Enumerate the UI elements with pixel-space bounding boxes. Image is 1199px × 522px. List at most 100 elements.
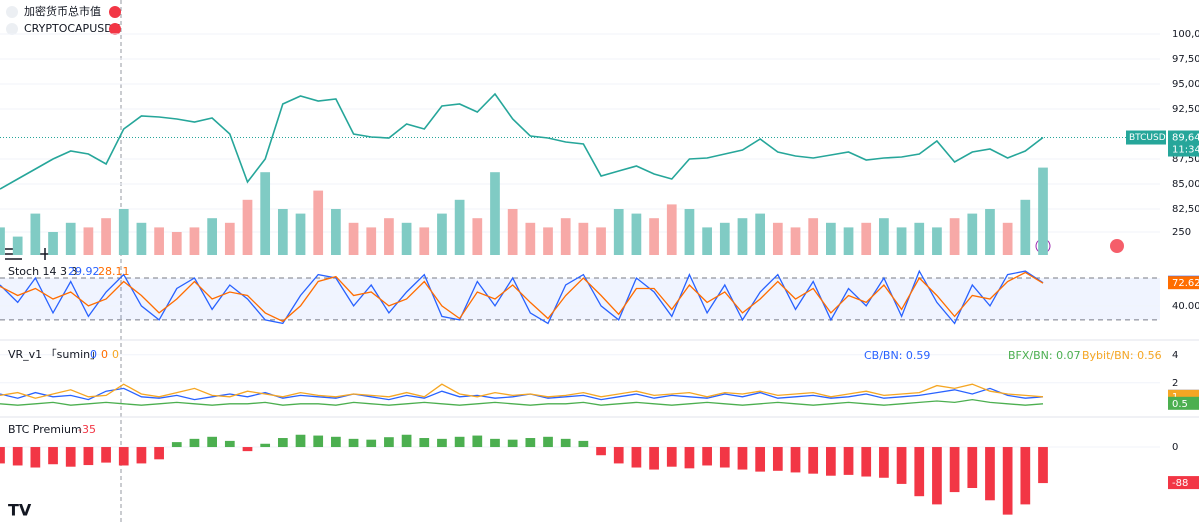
bar: [65, 447, 76, 467]
bar: [384, 437, 394, 448]
last-value-tag: [1168, 396, 1199, 410]
bar: [48, 232, 58, 255]
bar: [525, 438, 536, 448]
bar: [843, 227, 854, 255]
bar: [242, 199, 253, 255]
legend-value: 0: [101, 348, 108, 361]
bar: [949, 218, 960, 255]
bar: [136, 447, 147, 464]
toolbar-icons[interactable]: [5, 248, 50, 260]
bar: [12, 236, 23, 255]
annotation: BFX/BN: 0.07: [1008, 349, 1081, 362]
legend-value: 0: [112, 348, 119, 361]
legend-entry: CRYPTOCAPUSDT: [24, 22, 120, 35]
bar: [932, 447, 942, 505]
bar: [666, 204, 677, 255]
pane-title: VR_v1 「sumin」: [8, 348, 101, 361]
bar: [454, 199, 465, 255]
bar: [967, 213, 978, 255]
bar: [985, 209, 995, 255]
stoch-band: [0, 278, 1160, 320]
bar: [101, 447, 111, 463]
bar: [772, 222, 783, 255]
bar: [879, 447, 889, 478]
bar: [1020, 447, 1031, 505]
bar: [437, 438, 447, 448]
bar: [666, 447, 677, 467]
bar: [171, 232, 182, 255]
legend-value: 0: [90, 348, 97, 361]
bar: [719, 222, 730, 255]
bar: [613, 209, 624, 255]
y-tick-label: 85,000: [1172, 179, 1199, 190]
bar: [472, 435, 483, 448]
bar: [313, 190, 324, 255]
annotation: CB/BN: 0.59: [864, 349, 930, 362]
bar: [861, 222, 872, 255]
y-tick-label: 0: [1172, 442, 1178, 453]
last-price: 89,648: [1172, 133, 1199, 144]
bar: [702, 447, 712, 466]
pane-title: BTC Premium: [8, 423, 82, 436]
legend-value: 28.11: [98, 265, 130, 278]
bar: [684, 447, 695, 469]
bar: [826, 222, 836, 255]
bar: [596, 447, 606, 456]
series-line: [0, 387, 1044, 401]
bar: [490, 438, 500, 448]
bar: [737, 218, 748, 255]
alert-icon[interactable]: [109, 6, 121, 18]
bar: [313, 435, 324, 448]
bar: [843, 447, 854, 475]
series-line: [0, 269, 1044, 325]
last-value-tag: [1168, 476, 1199, 490]
bar: [649, 218, 659, 255]
bar: [596, 227, 606, 255]
bar: [277, 209, 288, 255]
bar: [101, 218, 111, 255]
bar: [348, 438, 359, 448]
legend-value: -35: [78, 423, 96, 436]
bar: [30, 447, 41, 468]
bar: [30, 213, 41, 255]
bar: [242, 447, 253, 452]
bar: [684, 209, 695, 255]
bar: [454, 436, 465, 448]
bar: [207, 218, 217, 255]
bar: [348, 222, 359, 255]
last-value: 72.62: [1172, 278, 1199, 289]
bar: [719, 447, 730, 468]
bar: [1002, 447, 1013, 515]
series-line: [0, 383, 1044, 399]
alert-icon[interactable]: [109, 23, 121, 35]
bar: [896, 227, 907, 255]
bar: [861, 447, 872, 477]
last-value: 0.5: [1172, 399, 1188, 410]
bar: [949, 447, 960, 493]
bar: [0, 227, 5, 255]
bar: [189, 227, 200, 255]
y-tick-label: 250: [1172, 227, 1191, 238]
countdown: 11:34: [1172, 145, 1199, 156]
bar: [136, 222, 147, 255]
bar: [83, 227, 94, 255]
bar: [224, 222, 235, 255]
bar: [472, 218, 483, 255]
last-value: -88: [1172, 478, 1188, 489]
bar: [118, 447, 129, 466]
y-tick-label: 2: [1172, 378, 1178, 389]
bar: [507, 209, 518, 255]
bar: [578, 222, 589, 255]
bar: [879, 218, 889, 255]
bar: [366, 439, 377, 448]
legend-icon: [6, 23, 18, 35]
event-icon[interactable]: [1110, 239, 1124, 253]
y-tick-label: 95,000: [1172, 79, 1199, 90]
bar: [419, 438, 430, 448]
y-tick-label: 97,500: [1172, 54, 1199, 65]
bar: [914, 447, 925, 497]
bar: [207, 436, 217, 448]
bar: [65, 222, 76, 255]
bar: [384, 218, 394, 255]
